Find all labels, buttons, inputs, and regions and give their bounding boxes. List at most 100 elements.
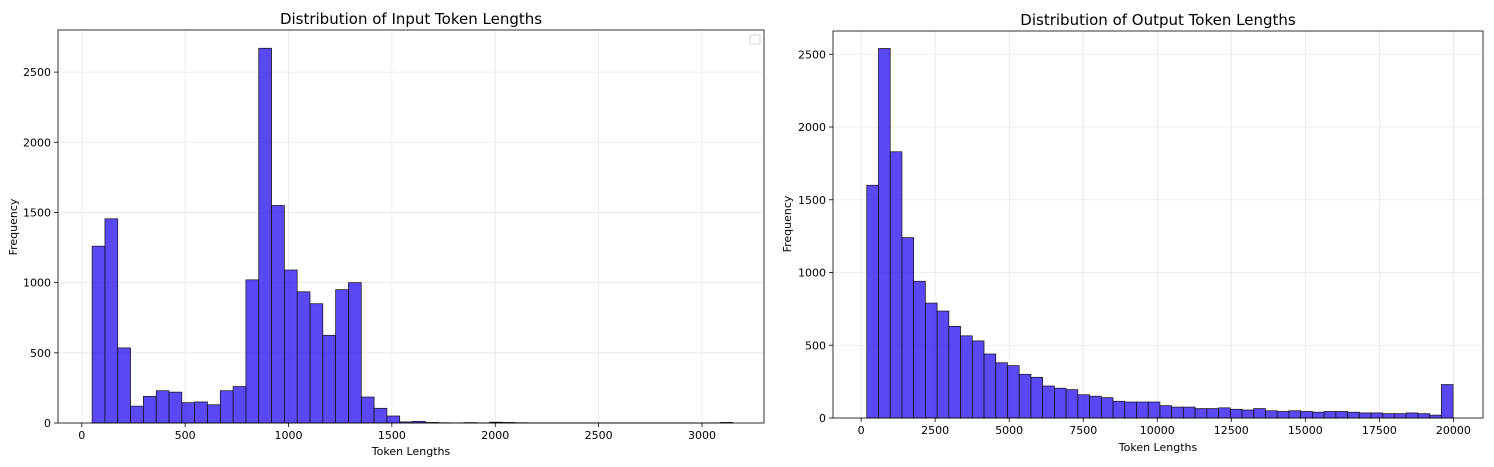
- histogram-bar: [168, 391, 183, 424]
- x-tick-label: 500: [175, 429, 196, 442]
- histogram-bar: [925, 302, 938, 419]
- histogram-bar: [1171, 406, 1184, 419]
- histogram-bar: [1089, 395, 1102, 419]
- output-y-ticks: 0 500 1000 1500 2000 2500: [798, 48, 833, 425]
- histogram-bar: [155, 390, 170, 424]
- histogram-bar: [309, 303, 324, 424]
- histogram-bar: [335, 289, 349, 424]
- histogram-bar: [1288, 410, 1301, 419]
- x-tick-label: 20000: [1436, 424, 1471, 437]
- histogram-bar: [1241, 409, 1255, 419]
- x-tick-label: 5000: [995, 424, 1023, 437]
- input-plot-frame: [57, 29, 765, 424]
- histogram-bar: [258, 47, 272, 424]
- histogram-bar: [1042, 385, 1055, 419]
- histogram-bar: [1054, 387, 1067, 419]
- histogram-bar: [971, 340, 985, 419]
- x-tick-label: 0: [858, 424, 865, 437]
- histogram-bar: [1347, 411, 1360, 419]
- x-tick-label: 1500: [378, 429, 406, 442]
- y-tick-label: 1000: [798, 267, 826, 280]
- histogram-bar: [1124, 401, 1137, 419]
- histogram-bar: [901, 237, 915, 419]
- output-bars: [866, 48, 1454, 419]
- y-tick-label: 500: [805, 339, 826, 352]
- output-x-ticks: 0 2500 5000 7500 10000 12500 15000 17500 20000: [858, 418, 1471, 437]
- x-tick-label: 15000: [1288, 424, 1323, 437]
- histogram-bar: [866, 184, 879, 419]
- y-tick-label: 2000: [23, 136, 51, 149]
- output-chart-title: Distribution of Output Token Lengths: [1020, 11, 1296, 29]
- x-tick-label: 3000: [688, 429, 716, 442]
- histogram-bar: [1030, 376, 1044, 419]
- histogram-bar: [889, 151, 903, 419]
- output-token-histogram: Distribution of Output Token Lengths Tok…: [781, 11, 1484, 454]
- histogram-bar: [1312, 411, 1325, 419]
- histogram-bar: [948, 325, 961, 419]
- histogram-bar: [284, 269, 298, 424]
- histogram-bar: [936, 310, 950, 419]
- histogram-bar: [1100, 397, 1114, 419]
- histogram-bar: [1323, 411, 1337, 419]
- histogram-bar: [232, 386, 247, 424]
- histogram-bar: [373, 407, 388, 424]
- histogram-bar: [1112, 400, 1126, 419]
- histogram-bar: [1229, 408, 1243, 419]
- histogram-bar: [1218, 407, 1231, 419]
- histogram-bar: [1018, 374, 1032, 419]
- histogram-bar: [995, 362, 1008, 419]
- output-y-axis-label: Frequency: [781, 195, 794, 252]
- input-y-axis-label: Frequency: [7, 198, 20, 255]
- histogram-bar: [117, 347, 131, 424]
- histogram-bar: [1147, 401, 1161, 419]
- histogram-bar: [143, 395, 157, 424]
- histogram-bar: [1394, 413, 1407, 419]
- histogram-bar: [1429, 414, 1442, 419]
- x-tick-label: 2500: [921, 424, 949, 437]
- histogram-bar: [878, 48, 891, 419]
- histogram-bar: [245, 279, 260, 424]
- x-tick-label: 1000: [275, 429, 303, 442]
- histogram-bar: [194, 401, 208, 424]
- x-tick-label: 17500: [1362, 424, 1397, 437]
- histogram-bar: [207, 404, 221, 424]
- y-tick-label: 2500: [798, 48, 826, 61]
- histogram-bar: [1265, 410, 1278, 419]
- histogram-bar: [219, 390, 234, 424]
- histogram-bar: [322, 334, 336, 424]
- output-plot-frame: [832, 30, 1484, 419]
- histogram-bar: [1358, 412, 1372, 419]
- histogram-bar: [1370, 412, 1384, 419]
- histogram-bar: [960, 335, 973, 419]
- histogram-bar: [1405, 412, 1419, 419]
- histogram-bar: [1253, 408, 1266, 419]
- histogram-bar: [271, 205, 285, 424]
- histogram-bar: [1300, 411, 1313, 419]
- y-tick-label: 0: [44, 417, 51, 430]
- input-chart-title: Distribution of Input Token Lengths: [280, 10, 542, 28]
- y-tick-label: 1500: [23, 206, 51, 219]
- input-x-axis-label: Token Lengths: [371, 445, 451, 458]
- output-x-axis-label: Token Lengths: [1118, 441, 1198, 454]
- x-tick-label: 12500: [1214, 424, 1249, 437]
- histogram-bar: [104, 218, 119, 424]
- x-tick-label: 2000: [481, 429, 509, 442]
- histogram-bar: [1441, 384, 1454, 419]
- y-tick-label: 1500: [798, 194, 826, 207]
- histogram-bar: [181, 402, 196, 424]
- histogram-bar: [1194, 408, 1208, 419]
- y-tick-label: 2000: [798, 121, 826, 134]
- y-tick-label: 1000: [23, 277, 51, 290]
- histogram-bar: [360, 396, 375, 424]
- histogram-bar: [1065, 389, 1079, 419]
- histogram-bar: [386, 415, 401, 424]
- y-tick-label: 2500: [23, 66, 51, 79]
- histogram-bar: [1417, 413, 1430, 419]
- histogram-bar: [1007, 365, 1020, 419]
- x-tick-label: 10000: [1140, 424, 1175, 437]
- input-y-ticks: 0 500 1000 1500 2000 2500: [23, 66, 58, 430]
- histogram-bar: [1077, 394, 1090, 419]
- histogram-bar: [1183, 406, 1196, 419]
- histogram-bar: [348, 282, 362, 424]
